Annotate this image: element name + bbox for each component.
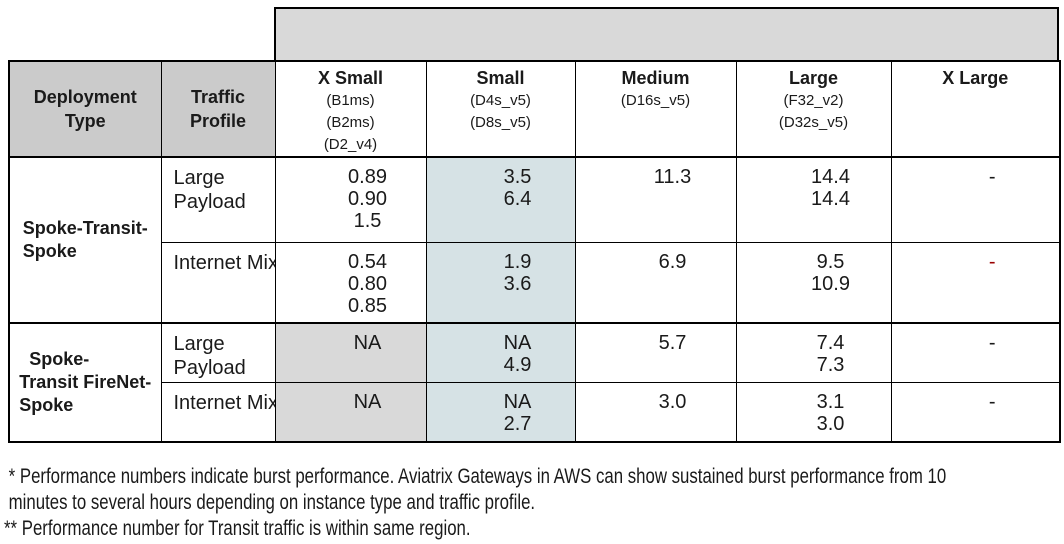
- performance-table: Deployment Type Traffic Profile X Small …: [8, 60, 1061, 443]
- size-name-medium: Medium: [621, 68, 690, 88]
- size-name-x-large: X Large: [942, 68, 1009, 88]
- col-header-medium: Medium (D16s_v5): [574, 60, 737, 158]
- col-header-x-large: X Large: [890, 60, 1061, 158]
- size-instances-large: (F32_v2) (D32s_v5): [778, 92, 849, 131]
- deployment-cell-spoke-transit-firenet-spoke: Spoke- Transit FireNet- Spoke: [8, 322, 162, 443]
- col-header-small: Small (D4s_v5) (D8s_v5): [425, 60, 576, 158]
- cell-medium-value: 3.0: [574, 381, 737, 443]
- traffic-cell: Internet Mix: [160, 381, 276, 443]
- traffic-cell: Internet Mix: [160, 241, 276, 324]
- cell-large-value: 7.4 7.3: [735, 322, 892, 383]
- cell-small-value: 1.9 3.6: [425, 241, 576, 324]
- size-name-small: Small: [476, 68, 525, 88]
- table-row-sts-large-payload: Spoke-Transit- Spoke Large Payload 0.89 …: [8, 156, 1061, 324]
- cell-x-small-value: 0.54 0.80 0.85: [274, 241, 427, 324]
- traffic-cell: Large Payload: [160, 322, 276, 383]
- performance-profile-band: Performance Profile (Throughput in Gbps*…: [274, 7, 1059, 96]
- size-instances-x-small: (B1ms) (B2ms) (D2_v4): [323, 92, 378, 153]
- cell-small-value: NA 2.7: [425, 381, 576, 443]
- col-header-large: Large (F32_v2) (D32s_v5): [735, 60, 892, 158]
- col-header-deployment-type: Deployment Type: [8, 60, 162, 158]
- cell-x-small-value: 0.89 0.90 1.5: [274, 156, 427, 243]
- col-header-traffic-profile: Traffic Profile: [160, 60, 276, 158]
- size-name-x-small: X Small: [317, 68, 384, 88]
- table-row-firenet-internet-mix: Internet Mix NA NA 2.7 3.0 3.1 3.0 -: [9, 381, 1061, 443]
- cell-x-small-value: NA: [274, 322, 427, 383]
- cell-medium-value: 5.7: [574, 322, 737, 383]
- cell-medium-value: 6.9: [574, 241, 737, 324]
- cell-large-value: 9.5 10.9: [735, 241, 892, 324]
- size-name-large: Large: [788, 68, 839, 88]
- cell-small-value: NA 4.9: [425, 322, 576, 383]
- deployment-name: Spoke-Transit- Spoke: [22, 218, 148, 261]
- cell-x-large-value: -: [890, 241, 1061, 324]
- size-instances-medium: (D16s_v5): [620, 92, 691, 109]
- col-header-x-small: X Small (B1ms) (B2ms) (D2_v4): [274, 60, 427, 158]
- traffic-cell: Large Payload: [160, 156, 276, 243]
- deployment-name: Spoke- Transit FireNet- Spoke: [19, 349, 152, 415]
- table-row-firenet-large-payload: Spoke- Transit FireNet- Spoke Large Payl…: [8, 322, 1061, 443]
- cell-large-value: 3.1 3.0: [735, 381, 892, 443]
- cell-large-value: 14.4 14.4: [735, 156, 892, 243]
- cell-x-large-value: -: [890, 156, 1061, 243]
- cell-x-large-value: -: [890, 322, 1061, 383]
- size-instances-small: (D4s_v5) (D8s_v5): [470, 92, 531, 131]
- cell-x-large-value: -: [890, 381, 1061, 443]
- footnotes: * Performance numbers indicate burst per…: [4, 465, 947, 540]
- cell-x-small-value: NA: [274, 381, 427, 443]
- cell-medium-value: 11.3: [574, 156, 737, 243]
- deployment-cell-spoke-transit-spoke: Spoke-Transit- Spoke: [8, 156, 162, 324]
- table-row-sts-internet-mix: Internet Mix 0.54 0.80 0.85 1.9 3.6 6.9 …: [9, 241, 1061, 324]
- header-row: Deployment Type Traffic Profile X Small …: [8, 60, 1061, 158]
- cell-small-value: 3.5 6.4: [425, 156, 576, 243]
